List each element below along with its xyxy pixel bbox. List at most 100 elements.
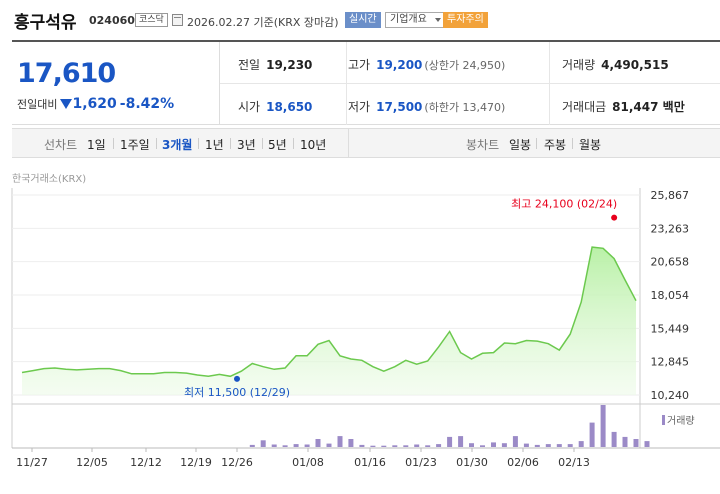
y-tick-label: 10,240 <box>651 389 690 402</box>
corp-info-label: 기업개요 <box>390 14 427 25</box>
tab-5y[interactable]: 5년 <box>268 138 287 152</box>
volume-bar <box>293 444 299 447</box>
volume-bar <box>304 444 310 447</box>
y-tick-label: 15,449 <box>651 322 690 335</box>
x-tick-label: 02/06 <box>507 456 539 469</box>
volume-bar <box>348 439 354 447</box>
tab-3m[interactable]: 3개월 <box>162 138 193 152</box>
volume-bar <box>491 442 496 447</box>
market-badge: 코스닥 <box>135 13 168 27</box>
stock-code: 024060 <box>89 14 135 27</box>
volume-bar <box>622 436 628 447</box>
volume-bar <box>567 444 573 447</box>
base-date: 2026.02.27 기준(KRX 장마감) <box>187 16 339 29</box>
tab-bar-divider <box>348 129 349 157</box>
tab-1d[interactable]: 1일 <box>87 138 106 152</box>
tab-separator <box>156 138 157 149</box>
tab-daily-candle[interactable]: 일봉 <box>509 138 532 152</box>
y-tick-label: 18,054 <box>651 289 690 302</box>
volume-bar <box>633 439 639 447</box>
stock-name: 흥구석유 <box>14 13 77 33</box>
max-marker <box>611 214 618 221</box>
tab-1y[interactable]: 1년 <box>205 138 224 152</box>
candle-chart-label: 봉차트 <box>466 138 500 152</box>
stats-row-divider <box>220 83 720 84</box>
stat-amount: 거래대금 81,447 백만 <box>562 100 685 114</box>
x-tick-label: 11/27 <box>16 456 48 469</box>
volume-bar <box>523 443 529 447</box>
volume-bar <box>589 422 595 447</box>
volume-bar <box>556 444 562 447</box>
diff-label: 전일대비 <box>17 98 58 111</box>
tab-separator <box>536 138 537 149</box>
stock-header: 흥구석유 024060 코스닥 2026.02.27 기준(KRX 장마감) 실… <box>0 0 720 40</box>
x-tick-label: 02/13 <box>558 456 590 469</box>
tab-monthly-candle[interactable]: 월봉 <box>579 138 602 152</box>
x-tick-label: 12/05 <box>76 456 108 469</box>
volume-bar <box>414 444 420 447</box>
volume-bar <box>392 445 398 447</box>
volume-bar <box>501 443 507 447</box>
current-price: 17,610 <box>17 58 116 89</box>
max-annotation: 최고 24,100 (02/24) <box>511 198 617 211</box>
y-tick-label: 25,867 <box>651 189 690 202</box>
stats-col-divider <box>346 42 347 125</box>
volume-bar <box>480 445 485 447</box>
down-arrow-icon <box>60 99 73 109</box>
volume-bar <box>326 443 332 447</box>
volume-bar <box>315 439 321 447</box>
volume-bar <box>381 445 387 447</box>
price-line <box>21 246 637 378</box>
tab-10y[interactable]: 10년 <box>300 138 327 152</box>
stat-open: 시가 18,650 <box>238 100 313 114</box>
volume-bar <box>534 444 540 447</box>
y-tick-label: 23,263 <box>651 222 690 235</box>
stat-prev-close: 전일 19,230 <box>238 58 313 72</box>
x-tick-label: 01/30 <box>456 456 488 469</box>
volume-bar <box>447 436 453 447</box>
price-panel: 17,610 전일대비 1,620 -8.42% 전일 19,230 고가 19,200… <box>12 40 720 125</box>
tab-separator <box>230 138 231 149</box>
stat-high: 고가 19,200 (상한가 24,950) <box>348 58 506 72</box>
tab-separator <box>293 138 294 149</box>
volume-bar <box>512 436 518 447</box>
line-chart-label: 선차트 <box>44 138 78 152</box>
calendar-icon <box>172 14 183 26</box>
volume-bar <box>260 440 266 447</box>
volume-bar <box>370 445 376 447</box>
tab-1w[interactable]: 1주일 <box>120 138 150 152</box>
price-area <box>22 247 636 395</box>
volume-bar <box>337 436 343 447</box>
volume-bar <box>578 441 584 447</box>
data-source: 한국거래소(KRX) <box>12 174 87 185</box>
tab-3y[interactable]: 3년 <box>237 138 256 152</box>
stat-low: 저가 17,500 (하한가 13,470) <box>348 100 506 114</box>
tab-separator <box>262 138 263 149</box>
volume-bar <box>282 445 288 447</box>
x-tick-label: 01/08 <box>292 456 324 469</box>
volume-bar <box>403 445 409 447</box>
diff-percent: -8.42% <box>119 96 175 112</box>
x-tick-label: 01/16 <box>354 456 386 469</box>
volume-bar <box>644 441 650 447</box>
volume-bar <box>425 445 431 447</box>
min-marker <box>234 375 240 382</box>
volume-bar <box>458 436 464 447</box>
chevron-down-icon <box>434 18 441 22</box>
tab-separator <box>198 138 199 149</box>
volume-bar <box>469 443 474 447</box>
volume-bar <box>271 444 277 447</box>
volume-swatch <box>662 415 665 425</box>
min-annotation: 최저 11,500 (12/29) <box>184 386 290 399</box>
tab-weekly-candle[interactable]: 주봉 <box>544 138 567 152</box>
y-tick-label: 20,658 <box>651 256 690 269</box>
x-tick-label: 12/19 <box>180 456 212 469</box>
realtime-button[interactable]: 실시간 <box>345 12 381 28</box>
diff-value: 1,620 <box>72 96 117 112</box>
volume-bar <box>611 431 617 447</box>
corp-info-select[interactable]: 기업개요 <box>385 12 446 28</box>
current-price-box: 17,610 전일대비 1,620 -8.42% <box>12 42 220 125</box>
volume-bar <box>545 444 551 447</box>
tab-separator <box>113 138 114 149</box>
